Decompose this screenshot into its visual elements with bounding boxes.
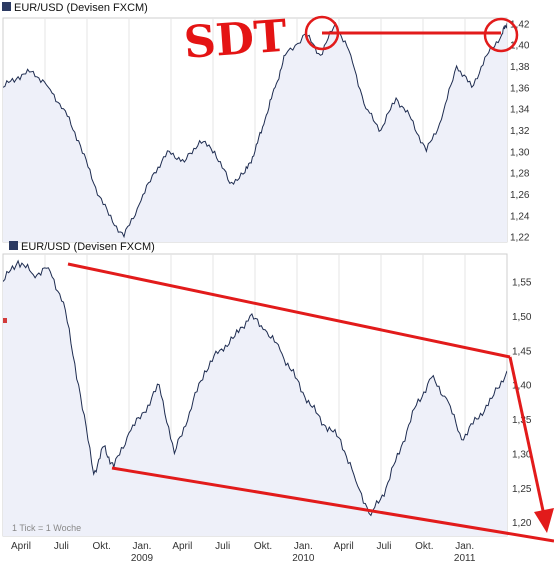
chart-1-legend-swatch — [2, 2, 11, 11]
y-tick-label: 1,35 — [512, 415, 532, 426]
forecast-arrow-head — [534, 508, 554, 533]
x-tick-label: Juli — [376, 541, 391, 552]
y-tick-label: 1,40 — [512, 381, 532, 392]
y-tick-label: 1,50 — [512, 312, 532, 323]
x-tick-label: Jan. — [455, 541, 474, 552]
x-tick-label: April — [172, 541, 192, 552]
y-tick-label: 1,30 — [512, 449, 532, 460]
side-marker — [3, 318, 7, 323]
forecast-arrow-shaft — [508, 356, 547, 521]
scribble-annotation: SDT — [182, 11, 288, 69]
y-tick-label: 1,34 — [510, 105, 530, 116]
y-tick-label: 1,36 — [510, 83, 530, 94]
y-tick-label: 1,55 — [512, 278, 532, 289]
x-tick-label: Okt. — [254, 541, 272, 552]
chart-1-title: EUR/USD (Devisen FXCM) — [14, 2, 148, 14]
chart-2-title: EUR/USD (Devisen FXCM) — [21, 241, 155, 253]
y-tick-label: 1,20 — [512, 518, 532, 529]
chart-1-series-line — [3, 21, 507, 239]
chart-2-series-line — [3, 259, 507, 517]
y-tick-label: 1,32 — [510, 126, 530, 137]
y-tick-label: 1,25 — [512, 484, 532, 495]
x-tick-label: Juli — [215, 541, 230, 552]
x-year-label: 2011 — [454, 553, 476, 564]
chart-1-series-area — [3, 23, 507, 242]
chart-2-x-axis: April Juli Okt. Jan. April Juli Okt. Jan. April J… — [11, 541, 476, 564]
y-tick-label: 1,24 — [510, 211, 530, 222]
y-tick-label: 1,26 — [510, 190, 530, 201]
y-tick-label: 1,42 — [510, 19, 530, 30]
x-year-label: 2010 — [292, 553, 315, 564]
y-tick-label: 1,30 — [510, 147, 530, 158]
x-tick-label: Juli — [54, 541, 69, 552]
chart-1-y-axis: 1,42 1,40 1,38 1,36 1,34 1,32 1,30 1,28 1,26 1,24… — [510, 19, 530, 243]
y-tick-label: 1,22 — [510, 233, 530, 244]
chart-2-y-axis: 1,55 1,50 1,45 1,40 1,35 1,30 1,25 1,20 — [512, 278, 532, 530]
x-tick-label: April — [334, 541, 354, 552]
y-tick-label: 1,28 — [510, 169, 530, 180]
peak-circle-right — [483, 17, 519, 53]
y-tick-label: 1,45 — [512, 346, 532, 357]
channel-lower-line — [111, 466, 554, 543]
x-year-label: 2009 — [131, 553, 154, 564]
chart-2-tick-note: 1 Tick = 1 Woche — [12, 523, 81, 533]
x-tick-label: Okt. — [92, 541, 110, 552]
x-tick-label: April — [11, 541, 31, 552]
x-tick-label: Jan. — [133, 541, 152, 552]
y-tick-label: 1,38 — [510, 62, 530, 73]
channel-upper-line — [67, 262, 511, 359]
chart-2-series-area — [3, 260, 507, 536]
x-tick-label: Okt. — [415, 541, 433, 552]
y-tick-label: 1,40 — [510, 41, 530, 52]
x-tick-label: Jan. — [294, 541, 313, 552]
chart-2-legend-swatch — [9, 241, 18, 250]
